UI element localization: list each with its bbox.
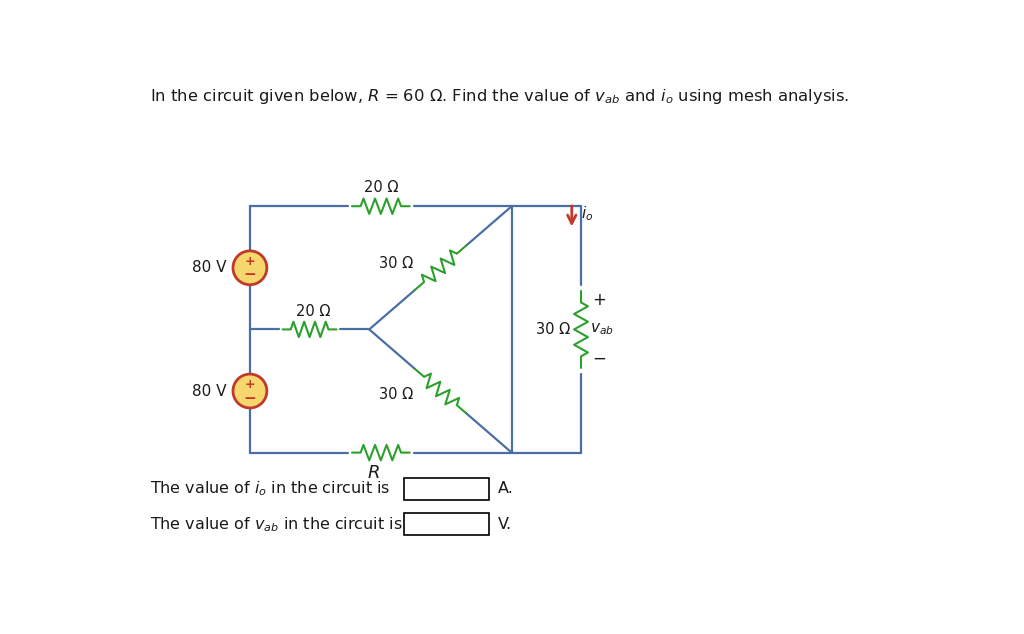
Circle shape [233, 251, 267, 285]
Text: 80 V: 80 V [193, 261, 226, 275]
Text: The value of $v_{ab}$ in the circuit is: The value of $v_{ab}$ in the circuit is [150, 515, 402, 534]
Text: +: + [245, 378, 255, 391]
Text: V.: V. [498, 517, 512, 532]
Text: $v_{ab}$: $v_{ab}$ [590, 321, 614, 337]
Text: +: + [592, 291, 605, 309]
Text: A.: A. [498, 481, 514, 496]
Text: +: + [245, 255, 255, 268]
FancyBboxPatch shape [403, 514, 488, 535]
Text: $i_o$: $i_o$ [581, 205, 593, 223]
Text: −: − [592, 350, 605, 368]
FancyBboxPatch shape [403, 478, 488, 500]
Text: 20 Ω: 20 Ω [364, 179, 398, 195]
Text: 80 V: 80 V [193, 384, 226, 399]
Text: 30 Ω: 30 Ω [380, 257, 414, 271]
Text: 30 Ω: 30 Ω [380, 387, 414, 403]
Text: 30 Ω: 30 Ω [537, 322, 570, 337]
Text: −: − [244, 391, 256, 406]
Text: In the circuit given below, $R$ = 60 Ω. Find the value of $v_{ab}$ and $i_o$ usi: In the circuit given below, $R$ = 60 Ω. … [150, 87, 849, 106]
Text: 20 Ω: 20 Ω [296, 304, 331, 319]
Text: The value of $i_o$ in the circuit is: The value of $i_o$ in the circuit is [150, 479, 390, 498]
Text: $R$: $R$ [367, 464, 380, 482]
Circle shape [233, 374, 267, 408]
Text: −: − [244, 268, 256, 282]
